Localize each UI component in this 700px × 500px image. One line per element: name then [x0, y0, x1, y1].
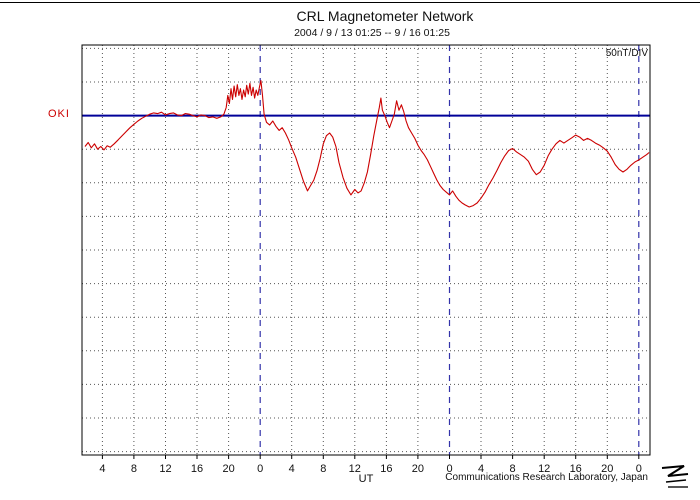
x-tick-label: 8	[320, 463, 326, 475]
day-boundary-lines	[259, 45, 640, 455]
x-axis-label: UT	[358, 473, 374, 485]
top-border-line	[0, 2, 700, 3]
x-axis-ticks: 4 8 12 16 20 0 4 8 12 16 20 0 4 8 12 16 20 0	[99, 455, 642, 475]
x-tick-label: 4	[289, 463, 295, 475]
x-tick-label: 0	[446, 463, 452, 475]
credit-text: Communications Research Laboratory, Japa…	[445, 472, 648, 483]
x-tick-label: 20	[222, 463, 234, 475]
x-tick-label: 8	[131, 463, 137, 475]
x-tick-label: 4	[99, 463, 105, 475]
x-tick-label: 12	[349, 463, 361, 475]
date-range-subtitle: 2004 / 9 / 13 01:25 -- 9 / 16 01:25	[294, 27, 450, 39]
x-tick-label: 12	[159, 463, 171, 475]
x-tick-label: 4	[478, 463, 484, 475]
x-tick-label: 0	[636, 463, 642, 475]
page-title: CRL Magnetometer Network	[296, 8, 474, 24]
station-label-oki: OKI	[48, 108, 70, 120]
crl-logo-icon	[661, 465, 689, 488]
x-tick-label: 16	[570, 463, 582, 475]
x-tick-label: 20	[601, 463, 613, 475]
x-tick-label: 0	[257, 463, 263, 475]
gridlines	[82, 45, 650, 455]
scale-per-division-label: 50nT/DIV	[605, 48, 648, 59]
x-tick-label: 8	[510, 463, 516, 475]
plot-border	[81, 44, 651, 456]
x-tick-label: 16	[191, 463, 203, 475]
x-tick-label: 16	[380, 463, 392, 475]
x-tick-label: 12	[538, 463, 550, 475]
x-tick-label: 20	[412, 463, 424, 475]
oki-trace	[84, 80, 650, 208]
